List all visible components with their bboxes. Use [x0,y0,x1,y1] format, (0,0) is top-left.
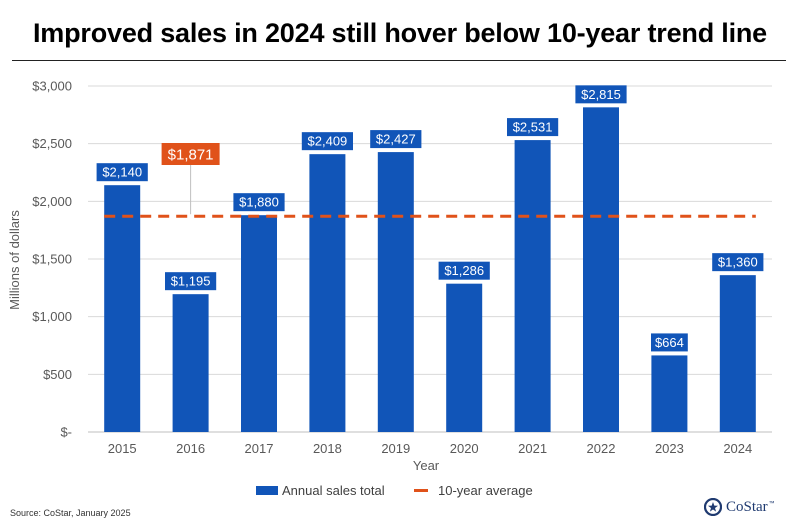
bar [104,185,141,432]
data-label: $2,427 [376,132,416,147]
x-tick-label: 2015 [108,441,137,456]
x-tick-label: 2024 [723,441,752,456]
legend: Annual sales total 10-year average [256,483,533,498]
data-label-box [165,272,217,291]
bar [446,283,483,432]
x-tick-label: 2020 [450,441,479,456]
chart-title: Improved sales in 2024 still hover below… [33,18,767,48]
data-label: $1,360 [718,255,758,270]
bar-data-labels: $2,140 $1,195 $1,880 $2,409 $2,427 $1,286 $2,5… [96,85,764,352]
legend-swatch-bars [256,486,278,495]
bar [309,154,346,433]
bar [514,140,551,432]
data-label-box [96,163,148,182]
y-axis-label: Millions of dollars [7,210,22,310]
x-axis-label: Year [413,458,440,473]
data-label: $2,815 [581,87,621,102]
y-tick-label: $2,500 [32,136,72,151]
x-tick-label: 2016 [176,441,205,456]
x-axis-ticks: 2015 2016 2017 2018 2019 2020 2021 2022 2023 2024 [108,441,753,456]
bar [241,215,277,432]
x-tick-label: 2018 [313,441,342,456]
data-label: $664 [655,335,684,350]
brand-name: CoStar [726,498,768,515]
brand-trademark: ™ [768,501,775,507]
y-axis-ticks: $- $500 $1,000 $1,500 $2,000 $2,500 $3,000 [32,79,72,440]
data-label-box [233,193,285,212]
data-label-box [712,253,764,272]
costar-logo-icon [704,498,722,516]
legend-label: 10-year average [438,483,533,498]
legend-label: Annual sales total [282,483,385,498]
average-line-layer: $1,871 [104,143,756,218]
costar-logo: CoStar ™ [704,495,775,519]
x-tick-label: 2023 [655,441,684,456]
y-tick-label: $1,000 [32,309,72,324]
source-note: Source: CoStar, January 2025 [10,508,131,518]
data-label-box [301,132,353,151]
data-label: $1,195 [171,274,211,289]
average-label: $1,871 [168,147,214,164]
data-label: $1,286 [444,263,484,278]
data-label: $1,880 [239,195,279,210]
bar-series [104,107,756,433]
bar [651,355,688,432]
title-divider [12,60,786,61]
y-tick-label: $1,500 [32,252,72,267]
average-label-box [161,143,220,165]
y-tick-label: $500 [43,367,72,382]
x-tick-label: 2022 [587,441,616,456]
data-label-box [370,130,422,149]
bar [583,107,619,432]
bar [172,294,209,432]
x-tick-label: 2019 [381,441,410,456]
data-label: $2,140 [102,165,142,180]
data-label-box [438,261,490,280]
data-label-box [507,118,559,137]
data-label: $2,531 [513,120,553,135]
x-tick-label: 2021 [518,441,547,456]
data-label-box [651,333,688,352]
bar [719,275,756,432]
y-tick-label: $3,000 [32,79,72,94]
data-label-box [575,85,627,104]
y-tick-label: $- [60,425,72,440]
x-tick-label: 2017 [245,441,274,456]
data-label: $2,409 [308,134,348,149]
bar [377,152,414,432]
y-tick-label: $2,000 [32,194,72,209]
